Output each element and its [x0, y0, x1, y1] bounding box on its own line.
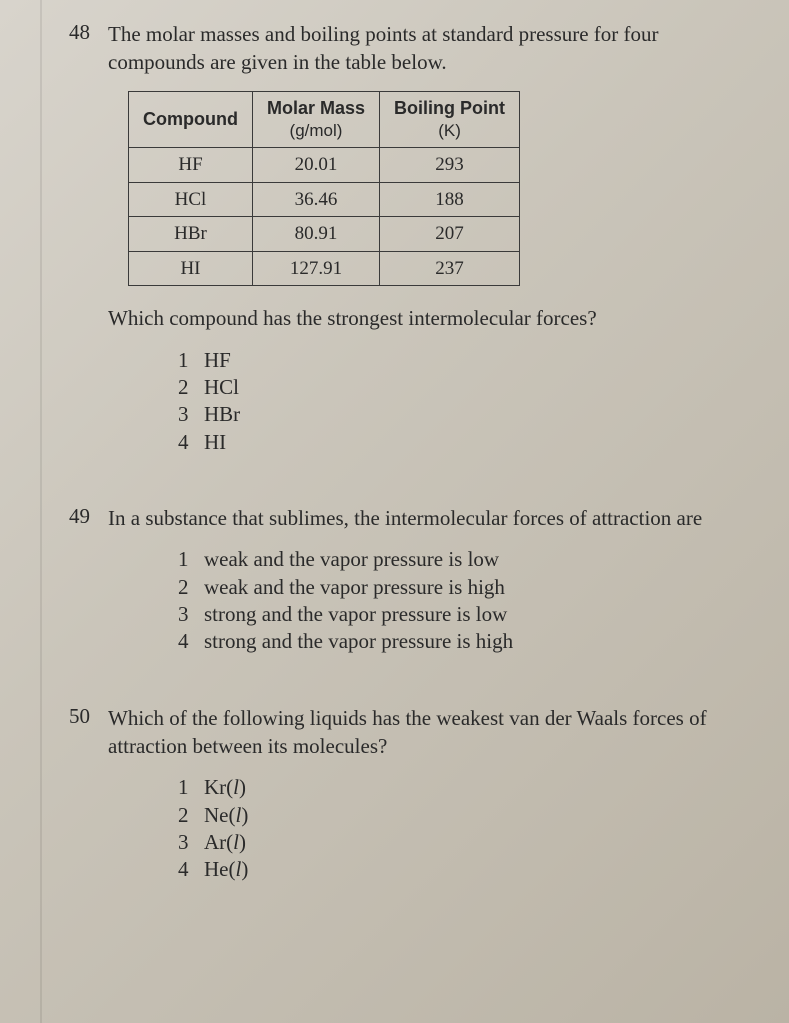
- choice-text: strong and the vapor pressure is low: [204, 601, 507, 628]
- choice-3: 3 Ar(l): [178, 829, 740, 856]
- choice-4: 4 strong and the vapor pressure is high: [178, 628, 740, 655]
- choice-text: HI: [204, 429, 226, 456]
- question-stem: Which of the following liquids has the w…: [108, 704, 740, 761]
- answer-choices: 1 weak and the vapor pressure is low 2 w…: [178, 546, 740, 655]
- choice-1: 1 weak and the vapor pressure is low: [178, 546, 740, 573]
- choice-text: weak and the vapor pressure is low: [204, 546, 499, 573]
- choice-2: 2 Ne(l): [178, 802, 740, 829]
- question-50: 50 Which of the following liquids has th…: [60, 704, 740, 884]
- question-number: 49: [60, 504, 90, 529]
- choice-1: 1 HF: [178, 347, 740, 374]
- choice-text: HBr: [204, 401, 240, 428]
- question-stem: In a substance that sublimes, the interm…: [108, 504, 740, 532]
- col-boiling-point: Boiling Point (K): [380, 91, 520, 147]
- question-48: 48 The molar masses and boiling points a…: [60, 20, 740, 456]
- compound-table: Compound Molar Mass (g/mol) Boiling Poin…: [128, 91, 520, 287]
- table-row: HF 20.01 293: [129, 147, 520, 182]
- choice-text: Ne(l): [204, 802, 248, 829]
- table-row: HBr 80.91 207: [129, 217, 520, 252]
- choice-text: HCl: [204, 374, 239, 401]
- choice-2: 2 weak and the vapor pressure is high: [178, 574, 740, 601]
- choice-4: 4 He(l): [178, 856, 740, 883]
- choice-text: HF: [204, 347, 231, 374]
- choice-text: strong and the vapor pressure is high: [204, 628, 513, 655]
- table-row: HI 127.91 237: [129, 251, 520, 286]
- answer-choices: 1 Kr(l) 2 Ne(l) 3 Ar(l) 4 He(l): [178, 774, 740, 883]
- choice-1: 1 Kr(l): [178, 774, 740, 801]
- question-49: 49 In a substance that sublimes, the int…: [60, 504, 740, 656]
- choice-2: 2 HCl: [178, 374, 740, 401]
- choice-4: 4 HI: [178, 429, 740, 456]
- table-row: HCl 36.46 188: [129, 182, 520, 217]
- question-number: 50: [60, 704, 90, 729]
- choice-text: Ar(l): [204, 829, 246, 856]
- question-number: 48: [60, 20, 90, 45]
- question-stem: The molar masses and boiling points at s…: [108, 20, 740, 77]
- choice-3: 3 strong and the vapor pressure is low: [178, 601, 740, 628]
- answer-choices: 1 HF 2 HCl 3 HBr 4 HI: [178, 347, 740, 456]
- choice-text: Kr(l): [204, 774, 246, 801]
- col-molar-mass: Molar Mass (g/mol): [252, 91, 379, 147]
- choice-3: 3 HBr: [178, 401, 740, 428]
- question-followup: Which compound has the strongest intermo…: [108, 304, 740, 332]
- choice-text: He(l): [204, 856, 248, 883]
- choice-text: weak and the vapor pressure is high: [204, 574, 505, 601]
- col-compound: Compound: [129, 91, 253, 147]
